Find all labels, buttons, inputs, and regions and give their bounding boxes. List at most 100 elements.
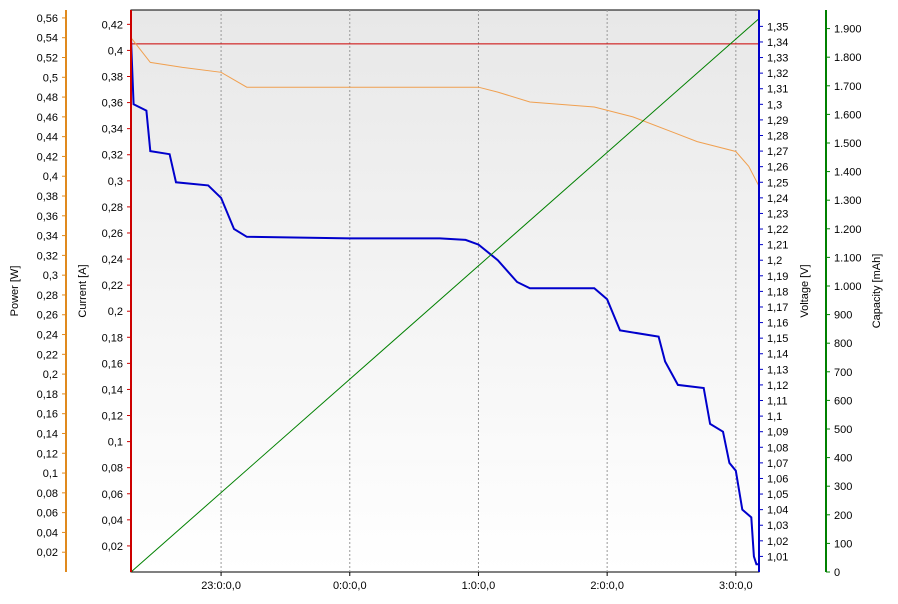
capacity-tick-label: 1.900 — [834, 24, 862, 36]
power-tick-label: 0,42 — [37, 151, 58, 163]
capacity-tick-label: 700 — [834, 367, 852, 379]
capacity-tick-label: 300 — [834, 481, 852, 493]
capacity-tick-label: 800 — [834, 338, 852, 350]
current-tick-label: 0,02 — [102, 541, 123, 553]
voltage-tick-label: 1,29 — [767, 115, 788, 127]
power-tick-label: 0,16 — [37, 409, 58, 421]
capacity-tick-label: 1.400 — [834, 167, 862, 179]
current-tick-label: 0,32 — [102, 150, 123, 162]
plot-background — [130, 9, 760, 573]
power-tick-label: 0,54 — [37, 33, 58, 45]
voltage-tick-label: 1,11 — [767, 396, 788, 408]
voltage-tick-label: 1,05 — [767, 489, 788, 501]
series-group — [130, 18, 760, 573]
voltage-tick-label: 1,14 — [767, 349, 788, 361]
power-tick-label: 0,1 — [43, 468, 58, 480]
current-tick-label: 0,06 — [102, 489, 123, 501]
power-tick-label: 0,52 — [37, 52, 58, 64]
capacity-tick-label: 1.700 — [834, 81, 862, 93]
voltage-tick-label: 1,31 — [767, 84, 788, 96]
current-tick-label: 0,26 — [102, 228, 123, 240]
current-tick-label: 0,04 — [102, 515, 123, 527]
power-tick-label: 0,18 — [37, 389, 58, 401]
voltage-tick-label: 1,08 — [767, 442, 788, 454]
current-tick-label: 0,14 — [102, 384, 123, 396]
capacity-tick-label: 1.200 — [834, 224, 862, 236]
power-tick-label: 0,28 — [37, 290, 58, 302]
capacity-tick-label: 900 — [834, 310, 852, 322]
voltage-tick-label: 1,28 — [767, 130, 788, 142]
power-tick-label: 0,36 — [37, 211, 58, 223]
power-tick-label: 0,24 — [37, 330, 58, 342]
current-tick-label: 0,38 — [102, 72, 123, 84]
voltage-tick-label: 1,33 — [767, 53, 788, 65]
power-tick-label: 0,14 — [37, 428, 58, 440]
capacity-tick-label: 200 — [834, 510, 852, 522]
current-tick-label: 0,42 — [102, 19, 123, 31]
voltage-tick-label: 1,07 — [767, 458, 788, 470]
x-tick-label: 1:0:0,0 — [462, 580, 496, 592]
power-tick-label: 0,46 — [37, 112, 58, 124]
voltage-tick-label: 1,25 — [767, 177, 788, 189]
capacity-axis-label: Capacity [mAh] — [871, 254, 883, 329]
voltage-tick-label: 1,35 — [767, 21, 788, 33]
voltage-tick-label: 1,27 — [767, 146, 788, 158]
voltage-tick-label: 1,06 — [767, 473, 788, 485]
current-tick-label: 0,12 — [102, 411, 123, 423]
axes-group: 0,02 0,04 0,06 0,08 0,1 0,12 0,14 0,16 0,18 0,2 0,… — [9, 10, 883, 579]
power-tick-label: 0,5 — [43, 72, 58, 84]
x-tick-label: 2:0:0,0 — [590, 580, 624, 592]
power-tick-label: 0,34 — [37, 231, 58, 243]
power-tick-label: 0,3 — [43, 270, 58, 282]
power-tick-label: 0,04 — [37, 527, 58, 539]
power-tick-label: 0,32 — [37, 250, 58, 262]
current-tick-label: 0,34 — [102, 124, 123, 136]
current-tick-label: 0,3 — [108, 176, 123, 188]
capacity-tick-label: 1.000 — [834, 281, 862, 293]
capacity-tick-label: 100 — [834, 538, 852, 550]
current-tick-label: 0,24 — [102, 254, 123, 266]
voltage-tick-label: 1,19 — [767, 271, 788, 283]
power-tick-label: 0,56 — [37, 13, 58, 25]
x-tick-label: 3:0:0,0 — [719, 580, 753, 592]
capacity-tick-label: 0 — [834, 567, 840, 579]
capacity-tick-label: 1.800 — [834, 52, 862, 64]
capacity-tick-label: 1.300 — [834, 195, 862, 207]
voltage-tick-label: 1,23 — [767, 208, 788, 220]
voltage-tick-label: 1,04 — [767, 505, 788, 517]
voltage-tick-label: 1,15 — [767, 333, 788, 345]
x-tick-label: 0:0:0,0 — [333, 580, 367, 592]
power-tick-label: 0,02 — [37, 547, 58, 559]
voltage-tick-label: 1,34 — [767, 37, 788, 49]
power-axis-label: Power [W] — [9, 266, 21, 317]
capacity-tick-label: 500 — [834, 424, 852, 436]
voltage-tick-label: 1,21 — [767, 240, 788, 252]
power-tick-label: 0,12 — [37, 448, 58, 460]
voltage-tick-label: 1,18 — [767, 286, 788, 298]
voltage-tick-label: 1,17 — [767, 302, 788, 314]
current-tick-label: 0,2 — [108, 306, 123, 318]
voltage-tick-label: 1,09 — [767, 427, 788, 439]
voltage-tick-label: 1,2 — [767, 255, 782, 267]
voltage-tick-label: 1,01 — [767, 551, 788, 563]
current-tick-label: 0,22 — [102, 280, 123, 292]
current-tick-label: 0,4 — [108, 45, 123, 57]
power-tick-label: 0,4 — [43, 171, 58, 183]
power-tick-label: 0,48 — [37, 92, 58, 104]
current-tick-label: 0,08 — [102, 463, 123, 475]
series-line-capacity — [130, 18, 760, 573]
x-axis: 23:0:0,0 0:0:0,0 1:0:0,0 2:0:0,0 3:0:0,0 — [201, 572, 753, 592]
voltage-tick-label: 1,1 — [767, 411, 782, 423]
power-tick-label: 0,26 — [37, 310, 58, 322]
voltage-tick-label: 1,22 — [767, 224, 788, 236]
voltage-tick-label: 1,03 — [767, 520, 788, 532]
series-line-power — [130, 37, 760, 187]
voltage-tick-label: 1,32 — [767, 68, 788, 80]
current-tick-label: 0,28 — [102, 202, 123, 214]
power-tick-label: 0,44 — [37, 132, 58, 144]
power-tick-label: 0,38 — [37, 191, 58, 203]
x-tick-label: 23:0:0,0 — [201, 580, 241, 592]
current-tick-label: 0,18 — [102, 332, 123, 344]
current-axis-label: Current [A] — [77, 264, 89, 317]
